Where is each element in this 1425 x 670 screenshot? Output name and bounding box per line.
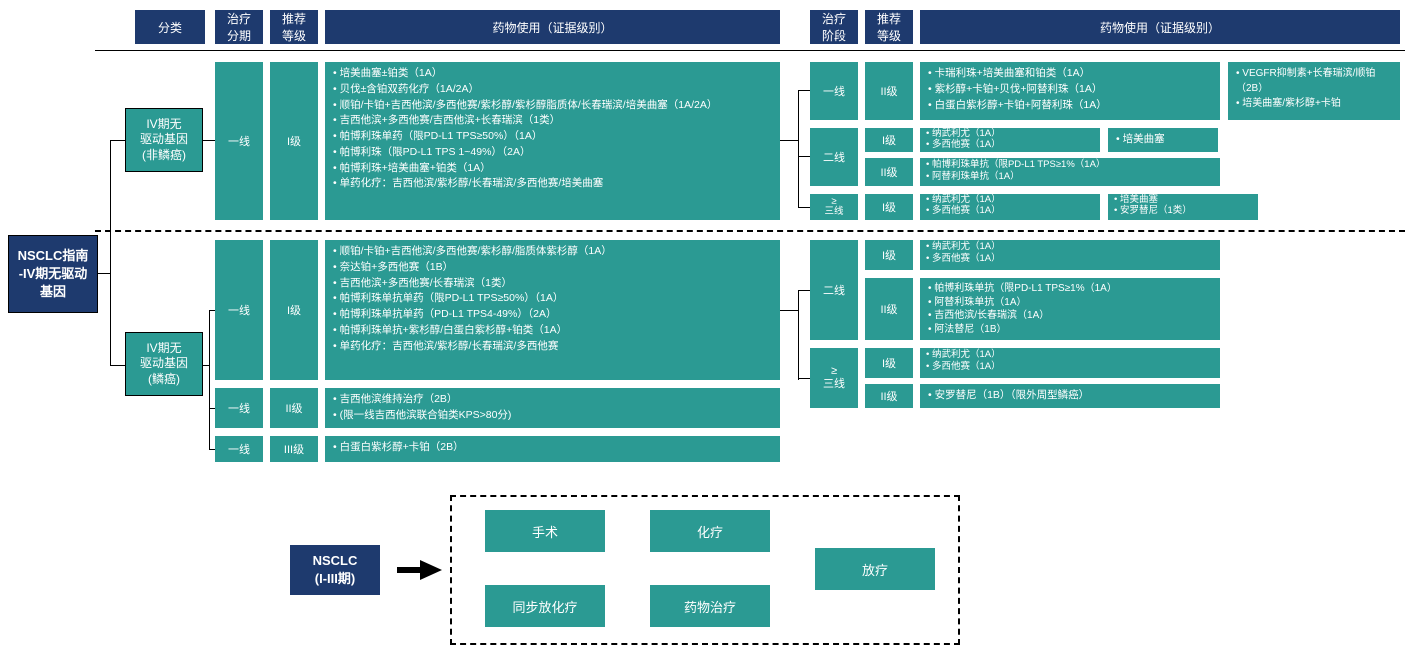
- drug-list: 帕博利珠单抗（限PD-L1 TPS≥1%（1A）阿替利珠单抗（1A）吉西他滨/长…: [920, 278, 1220, 340]
- hdr-grade: 推荐 等级: [270, 10, 318, 44]
- treat-box: 药物治疗: [650, 585, 770, 627]
- grade-cell: II级: [865, 384, 913, 408]
- rule-top: [95, 50, 1405, 51]
- root-box: NSCLC指南 -IV期无驱动 基因: [8, 235, 98, 313]
- conn: [780, 310, 798, 311]
- conn: [209, 408, 215, 409]
- hdr-drugs2: 药物使用（证据级别）: [920, 10, 1400, 44]
- bottom-root: NSCLC (I-III期): [290, 545, 380, 595]
- conn: [98, 273, 110, 274]
- conn: [110, 140, 111, 365]
- drug-list: 白蛋白紫杉醇+卡铂（2B）: [325, 436, 780, 462]
- conn: [780, 140, 798, 141]
- hdr-stage: 治疗 分期: [215, 10, 263, 44]
- conn: [798, 378, 810, 379]
- grade-cell: I级: [865, 348, 913, 378]
- drug-list: 帕博利珠单抗（限PD-L1 TPS≥1%（1A）阿替利珠单抗（1A）: [920, 158, 1220, 186]
- category-squamous: IV期无 驱动基因 (鳞癌): [125, 332, 203, 396]
- drug-list: 纳武利尤（1A）多西他赛（1A）: [920, 348, 1220, 378]
- stage-cell: 一线: [215, 388, 263, 428]
- grade-cell: II级: [270, 388, 318, 428]
- phase-cell: ≥ 三线: [810, 194, 858, 220]
- conn: [798, 290, 810, 291]
- arrow-icon: [420, 560, 442, 580]
- phase-cell: ≥ 三线: [810, 348, 858, 408]
- treat-box: 手术: [485, 510, 605, 552]
- conn: [110, 140, 125, 141]
- conn: [209, 310, 210, 450]
- hdr-phase: 治疗 阶段: [810, 10, 858, 44]
- grade-cell: II级: [865, 62, 913, 120]
- grade-cell: I级: [865, 194, 913, 220]
- grade-cell: I级: [270, 62, 318, 220]
- phase-cell: 一线: [810, 62, 858, 120]
- grade-cell: I级: [865, 240, 913, 270]
- drug-list: 吉西他滨维持治疗（2B）(限一线吉西他滨联合铂类KPS>80分): [325, 388, 780, 428]
- treat-box: 放疗: [815, 548, 935, 590]
- hdr-category: 分类: [135, 10, 205, 44]
- conn: [798, 156, 810, 157]
- hdr-drugs: 药物使用（证据级别）: [325, 10, 780, 44]
- stage-cell: 一线: [215, 240, 263, 380]
- grade-cell: II级: [865, 278, 913, 340]
- conn: [110, 365, 125, 366]
- category-non-squamous: IV期无 驱动基因 (非鳞癌): [125, 108, 203, 172]
- drug-list: 纳武利尤（1A）多西他赛（1A）: [920, 240, 1220, 270]
- drug-side: 培美曲塞安罗替尼（1类）: [1108, 194, 1258, 220]
- drug-side: VEGFR抑制素+长春瑞滨/顺铂（2B）培美曲塞/紫杉醇+卡铂: [1228, 62, 1400, 120]
- conn: [798, 90, 799, 208]
- conn: [798, 290, 799, 380]
- drug-list: 培美曲塞±铂类（1A）贝伐±含铂双药化疗（1A/2A）顺铂/卡铂+吉西他滨/多西…: [325, 62, 780, 220]
- grade-cell: III级: [270, 436, 318, 462]
- hdr-grade2: 推荐 等级: [865, 10, 913, 44]
- drug-list: 纳武利尤（1A）多西他赛（1A）: [920, 194, 1100, 220]
- conn: [209, 310, 215, 311]
- phase-cell: 二线: [810, 128, 858, 186]
- conn: [798, 90, 810, 91]
- drug-list: 卡瑞利珠+培美曲塞和铂类（1A）紫杉醇+卡铂+贝伐+阿替利珠（1A）白蛋白紫杉醇…: [920, 62, 1220, 120]
- conn: [209, 449, 215, 450]
- drug-side: 培美曲塞: [1108, 128, 1218, 152]
- drug-list: 顺铂/卡铂+吉西他滨/多西他赛/紫杉醇/脂质体紫杉醇（1A）奈达铂+多西他赛（1…: [325, 240, 780, 380]
- treat-box: 同步放化疗: [485, 585, 605, 627]
- treat-box: 化疗: [650, 510, 770, 552]
- grade-cell: I级: [270, 240, 318, 380]
- drug-list: 纳武利尤（1A）多西他赛（1A）: [920, 128, 1100, 152]
- conn: [203, 140, 215, 141]
- grade-cell: I级: [865, 128, 913, 152]
- conn: [798, 207, 810, 208]
- dash-sep: [95, 230, 1405, 232]
- stage-cell: 一线: [215, 62, 263, 220]
- grade-cell: II级: [865, 158, 913, 186]
- phase-cell: 二线: [810, 240, 858, 340]
- drug-list: 安罗替尼（1B）（限外周型鳞癌）: [920, 384, 1220, 408]
- stage-cell: 一线: [215, 436, 263, 462]
